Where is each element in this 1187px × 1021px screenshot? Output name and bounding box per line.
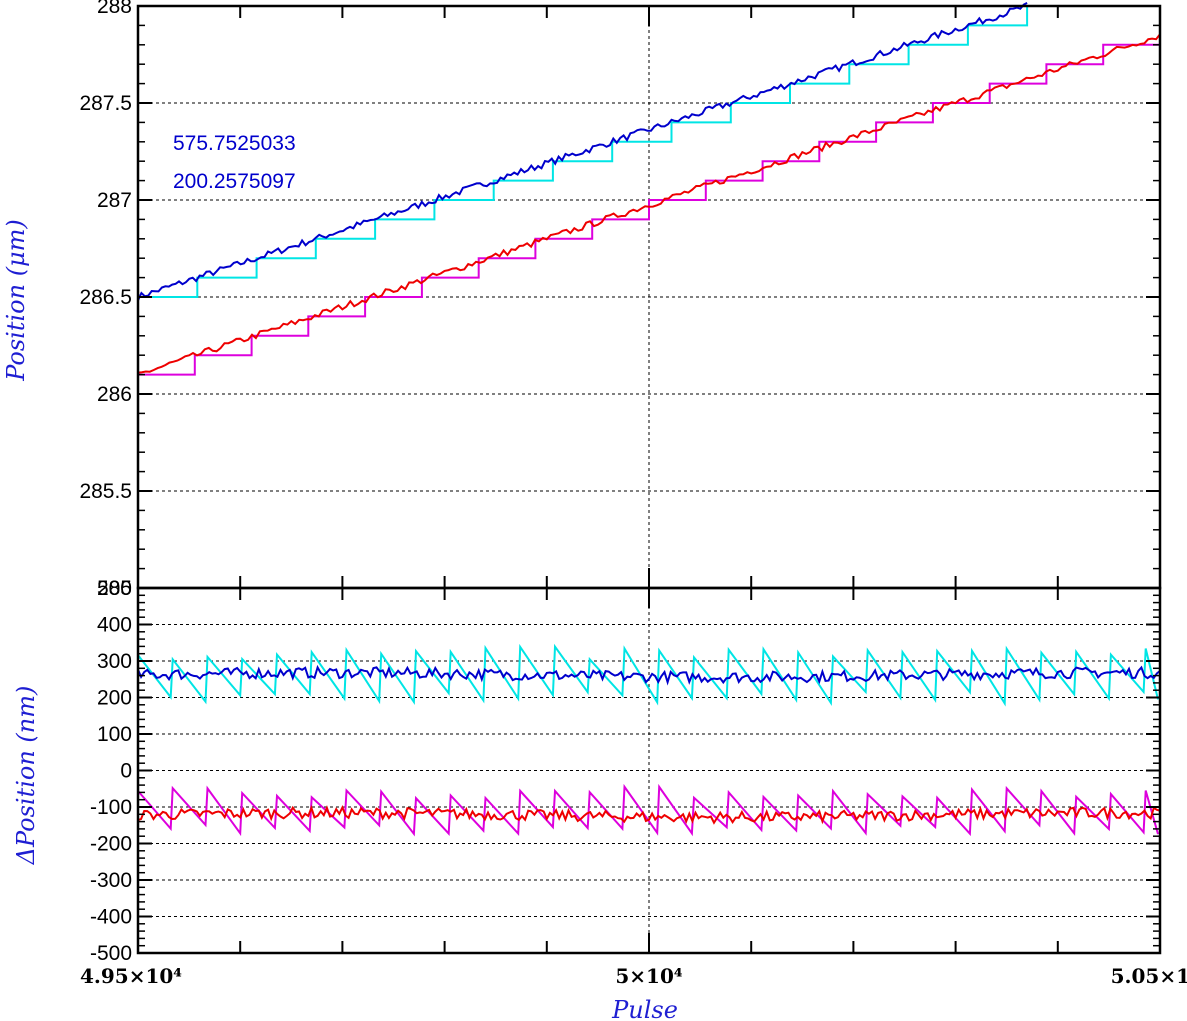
bottom-y-tick-label: -500 — [90, 942, 132, 965]
bottom-y-tick-label: 200 — [97, 687, 132, 710]
x-axis-label: Pulse — [611, 996, 678, 1021]
bottom-y-tick-label: 100 — [97, 723, 132, 746]
annotation-2: 200.2575097 — [173, 170, 296, 193]
top-y-tick-label: 285 — [97, 577, 132, 600]
bottom-panel-ticks: -500 -400 -300 -200 -100 0 100 200 300 400 500 4.95… — [80, 577, 1187, 988]
bottom-y-tick-label: 500 — [97, 577, 132, 600]
bottom-panel-frame — [136, 586, 1162, 955]
top-y-tick-label: 287.5 — [79, 92, 132, 115]
bottom-panel-series — [137, 643, 1161, 837]
top-y-tick-label: 285.5 — [79, 480, 132, 503]
top-y-tick-label: 288 — [97, 0, 132, 18]
annotation-1: 575.7525033 — [173, 132, 296, 155]
bottom-y-tick-label: -300 — [90, 869, 132, 892]
top-y-tick-label: 287 — [97, 189, 132, 212]
x-tick-label: 5.05×1 — [1111, 964, 1187, 988]
top-series-line-4 — [137, 33, 1161, 374]
bottom-panel-grid — [138, 588, 1160, 953]
top-y-axis-label: Position (μm) — [2, 219, 30, 382]
top-series-line-3 — [138, 25, 1161, 376]
bottom-series-line-4 — [137, 804, 1161, 825]
bottom-series-line-3 — [137, 783, 1159, 837]
x-tick-label: 4.95×10⁴ — [80, 964, 182, 988]
top-panel-series — [137, 2, 1161, 376]
top-series-line-2 — [137, 2, 1028, 301]
top-panel-grid — [138, 6, 1160, 588]
panel-frames — [136, 4, 1162, 955]
top-y-tick-label: 286 — [97, 383, 132, 406]
top-y-tick-label: 286.5 — [79, 286, 132, 309]
x-tick-label: 5×10⁴ — [615, 964, 683, 988]
bottom-y-tick-label: 400 — [97, 614, 132, 637]
bottom-y-tick-label: 0 — [120, 760, 132, 783]
bottom-y-tick-label: -100 — [90, 796, 132, 819]
bottom-y-axis-label: ΔPosition (nm) — [12, 686, 40, 866]
bottom-y-tick-label: 300 — [97, 650, 132, 673]
bottom-y-tick-label: -400 — [90, 906, 132, 929]
top-panel-ticks: 285 285.5 286 286.5 287 287.5 288 — [79, 0, 1161, 600]
bottom-series-line-1 — [137, 643, 1159, 707]
top-series-line-1 — [138, 5, 1087, 298]
bottom-series-line-2 — [137, 664, 1161, 686]
bottom-y-tick-label: -200 — [90, 833, 132, 856]
